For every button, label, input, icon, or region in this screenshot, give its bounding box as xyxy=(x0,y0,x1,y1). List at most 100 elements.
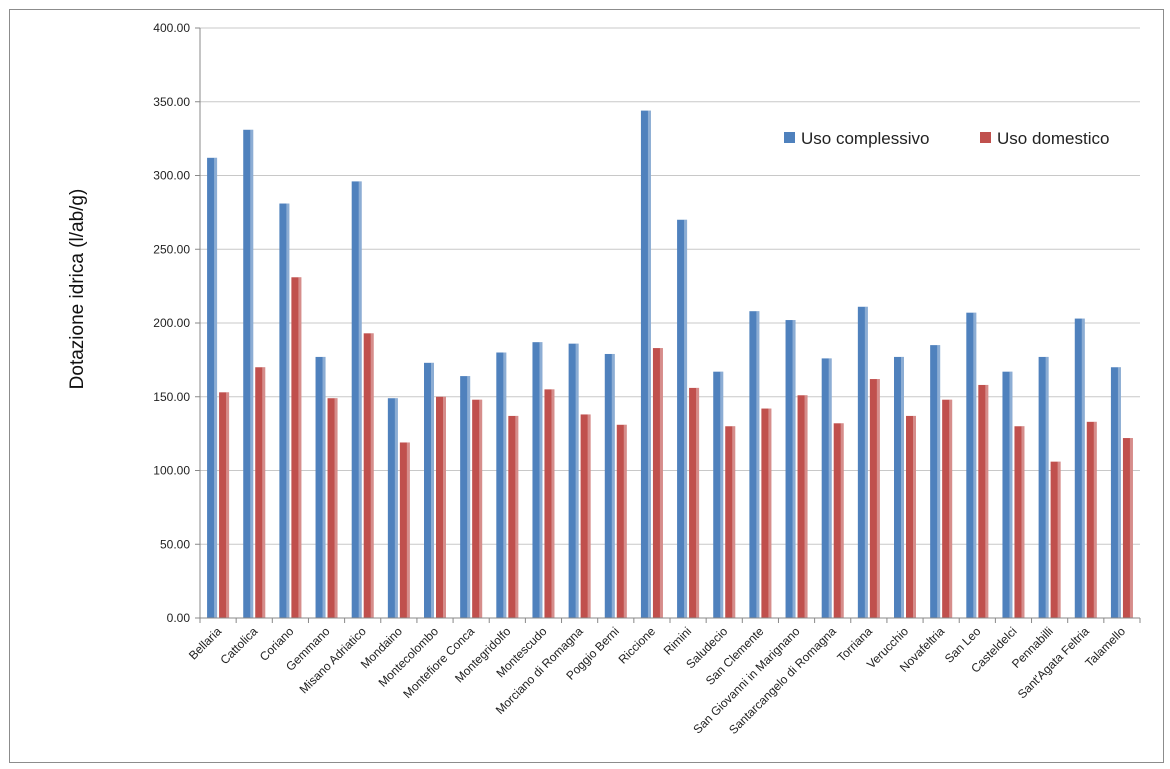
bar-highlight xyxy=(370,333,374,618)
bar-highlight xyxy=(443,396,446,618)
bar-uso-complessivo xyxy=(749,311,760,618)
bar-highlight xyxy=(503,352,507,618)
bar-uso-domestico xyxy=(255,367,266,618)
bar-uso-domestico xyxy=(942,399,953,618)
bar-uso-domestico xyxy=(797,395,808,618)
bar-highlight xyxy=(1021,426,1025,618)
legend-label-uso-complessivo: Uso complessivo xyxy=(801,129,930,148)
bar-uso-complessivo xyxy=(532,342,543,618)
bar-uso-complessivo xyxy=(785,320,796,618)
bar-uso-complessivo xyxy=(315,356,326,618)
bar-highlight xyxy=(587,414,591,618)
bar-highlight xyxy=(515,415,519,618)
bar-uso-complessivo xyxy=(713,371,724,618)
bar-highlight xyxy=(876,379,880,618)
bar-uso-domestico xyxy=(616,424,627,618)
bar-highlight xyxy=(937,345,941,618)
bar-uso-domestico xyxy=(725,426,736,618)
bar-uso-domestico xyxy=(869,379,880,618)
bar-uso-domestico xyxy=(363,333,374,618)
bar-uso-complessivo xyxy=(640,110,651,618)
bar-uso-domestico xyxy=(1122,438,1133,618)
bar-highlight xyxy=(720,371,724,618)
bar-uso-complessivo xyxy=(496,352,507,618)
bar-highlight xyxy=(792,320,796,618)
bar-uso-complessivo xyxy=(857,306,868,618)
bar-highlight xyxy=(226,392,230,618)
bar-uso-complessivo xyxy=(966,312,977,618)
y-tick-label: 50.00 xyxy=(160,537,190,551)
x-axis xyxy=(199,28,1141,623)
bar-highlight xyxy=(913,415,916,618)
bar-highlight xyxy=(322,356,326,618)
gridlines xyxy=(200,27,1140,619)
bar-highlight xyxy=(1129,438,1133,618)
bar-highlight xyxy=(840,423,844,618)
bar-uso-complessivo xyxy=(279,203,290,618)
bar-highlight xyxy=(1081,318,1085,618)
bar-highlight xyxy=(659,348,663,618)
bar-highlight xyxy=(250,129,254,618)
bar-uso-complessivo xyxy=(821,358,832,618)
bar-highlight xyxy=(864,306,868,618)
y-tick-label: 250.00 xyxy=(153,242,190,256)
bar-highlight xyxy=(467,376,471,618)
bar-highlight xyxy=(973,312,977,618)
bar-highlight xyxy=(539,342,543,618)
bar-uso-domestico xyxy=(580,414,591,618)
bar-uso-domestico xyxy=(399,442,410,618)
bar-uso-domestico xyxy=(689,387,700,618)
bar-highlight xyxy=(334,398,338,618)
bar-highlight xyxy=(985,384,989,618)
bar-highlight xyxy=(901,356,904,618)
bar-uso-domestico xyxy=(508,415,519,618)
bar-uso-domestico xyxy=(544,389,555,618)
bar-highlight xyxy=(684,219,688,618)
bar-highlight xyxy=(1009,371,1013,618)
bar-highlight xyxy=(262,367,266,618)
bar-uso-complessivo xyxy=(1038,356,1049,618)
bar-uso-domestico xyxy=(652,348,663,618)
bar-uso-domestico xyxy=(1086,421,1097,618)
bar-highlight xyxy=(394,398,398,618)
bar-uso-complessivo xyxy=(894,356,904,618)
bar-highlight xyxy=(611,353,615,618)
x-tick-label: Cattolica xyxy=(217,624,260,667)
y-tick-label: 200.00 xyxy=(153,316,190,330)
bar-uso-complessivo xyxy=(604,353,615,618)
legend-label-uso-domestico: Uso domestico xyxy=(997,129,1109,148)
bar-highlight xyxy=(431,362,434,618)
bar-highlight xyxy=(1093,421,1097,618)
x-tick-label: Riccione xyxy=(616,624,659,667)
bar-highlight xyxy=(768,408,772,618)
bar-highlight xyxy=(406,442,410,618)
y-tick-label: 400.00 xyxy=(153,21,190,35)
bar-uso-domestico xyxy=(906,415,916,618)
bar-uso-domestico xyxy=(327,398,338,618)
bar-highlight xyxy=(696,387,700,618)
x-tick-label: Rimini xyxy=(661,624,694,657)
bar-uso-complessivo xyxy=(568,343,579,618)
bar-highlight xyxy=(804,395,808,618)
legend: Uso complessivo Uso domestico xyxy=(784,129,1109,148)
y-axis-label: Dotazione idrica (l/ab/g) xyxy=(67,189,88,390)
legend-swatch-uso-complessivo xyxy=(784,132,795,143)
bar-highlight xyxy=(479,399,483,618)
bar-highlight xyxy=(949,399,953,618)
bar-highlight xyxy=(551,389,555,618)
bar-highlight xyxy=(1045,356,1049,618)
bar-highlight xyxy=(286,203,290,618)
y-tick-label: 350.00 xyxy=(153,95,190,109)
bar-uso-complessivo xyxy=(207,157,218,619)
bar-uso-complessivo xyxy=(351,181,362,618)
bar-uso-complessivo xyxy=(1110,367,1121,618)
bar-uso-domestico xyxy=(1014,426,1025,618)
bar-uso-complessivo xyxy=(243,129,254,618)
y-axis-ticks: 0.00 50.00 100.00 150.00 200.00 250.00 300.00 3… xyxy=(153,21,200,625)
bar-highlight xyxy=(358,181,362,618)
bar-uso-domestico xyxy=(219,392,230,618)
bar-highlight xyxy=(575,343,579,618)
bar-highlight xyxy=(1057,461,1061,618)
